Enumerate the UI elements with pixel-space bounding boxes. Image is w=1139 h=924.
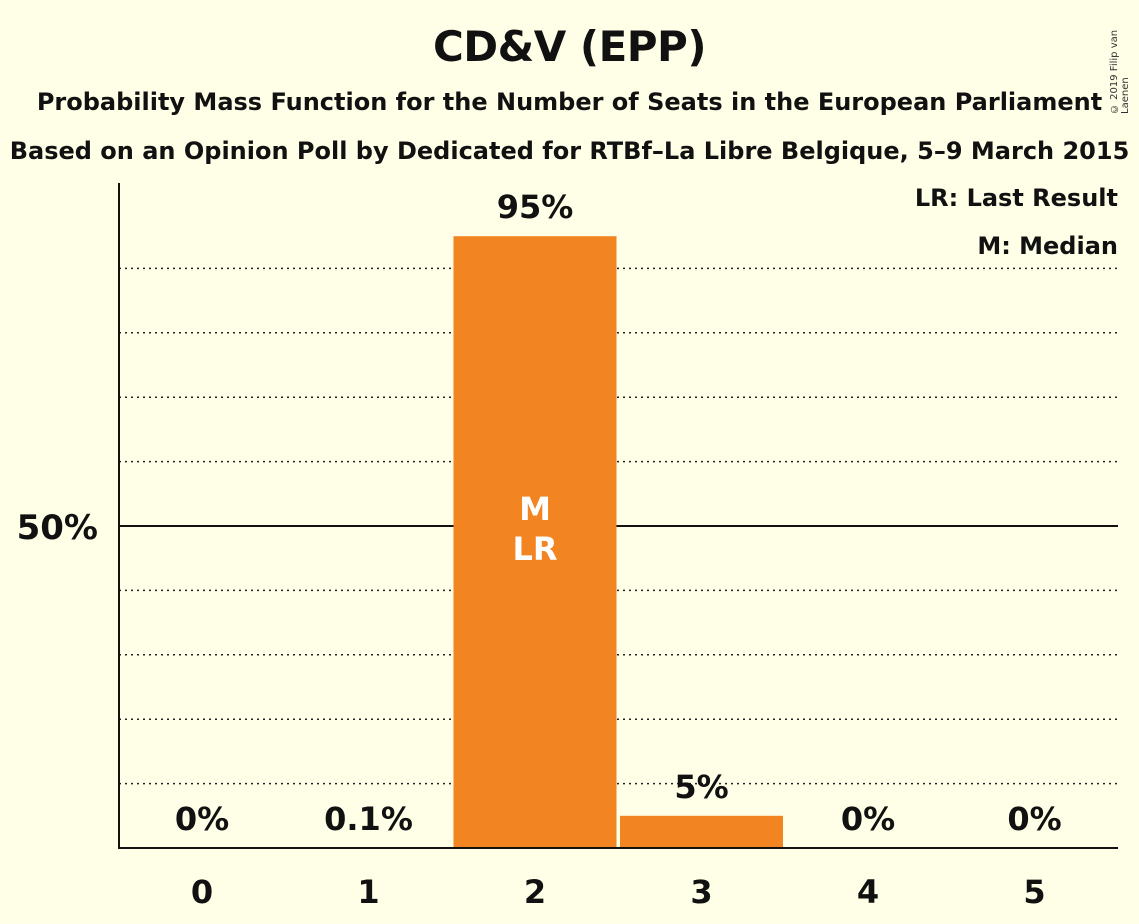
- chart-subtitle: Probability Mass Function for the Number…: [36, 88, 1103, 116]
- x-tick-label: 5: [1023, 873, 1045, 911]
- bar-inner-label: M: [519, 490, 551, 528]
- bar-inner-label: LR: [512, 530, 557, 568]
- value-label: 0.1%: [324, 800, 413, 838]
- chart-title: CD&V (EPP): [432, 22, 707, 71]
- legend-last-result: LR: Last Result: [914, 184, 1118, 212]
- x-tick-label: 0: [191, 873, 213, 911]
- x-tick-label: 3: [690, 873, 712, 911]
- value-label: 0%: [175, 800, 229, 838]
- y-tick-label: 50%: [17, 508, 98, 548]
- bar-2: [453, 236, 617, 848]
- chart-source-subtitle: Based on an Opinion Poll by Dedicated fo…: [9, 137, 1130, 165]
- legend-median: M: Median: [977, 232, 1118, 260]
- value-label: 95%: [497, 188, 574, 226]
- value-label: 0%: [841, 800, 895, 838]
- value-label: 5%: [674, 768, 728, 806]
- x-tick-label: 2: [524, 873, 546, 911]
- x-tick-label: 1: [357, 873, 379, 911]
- x-tick-label: 4: [857, 873, 879, 911]
- bar-3: [620, 815, 783, 848]
- value-label: 0%: [1007, 800, 1061, 838]
